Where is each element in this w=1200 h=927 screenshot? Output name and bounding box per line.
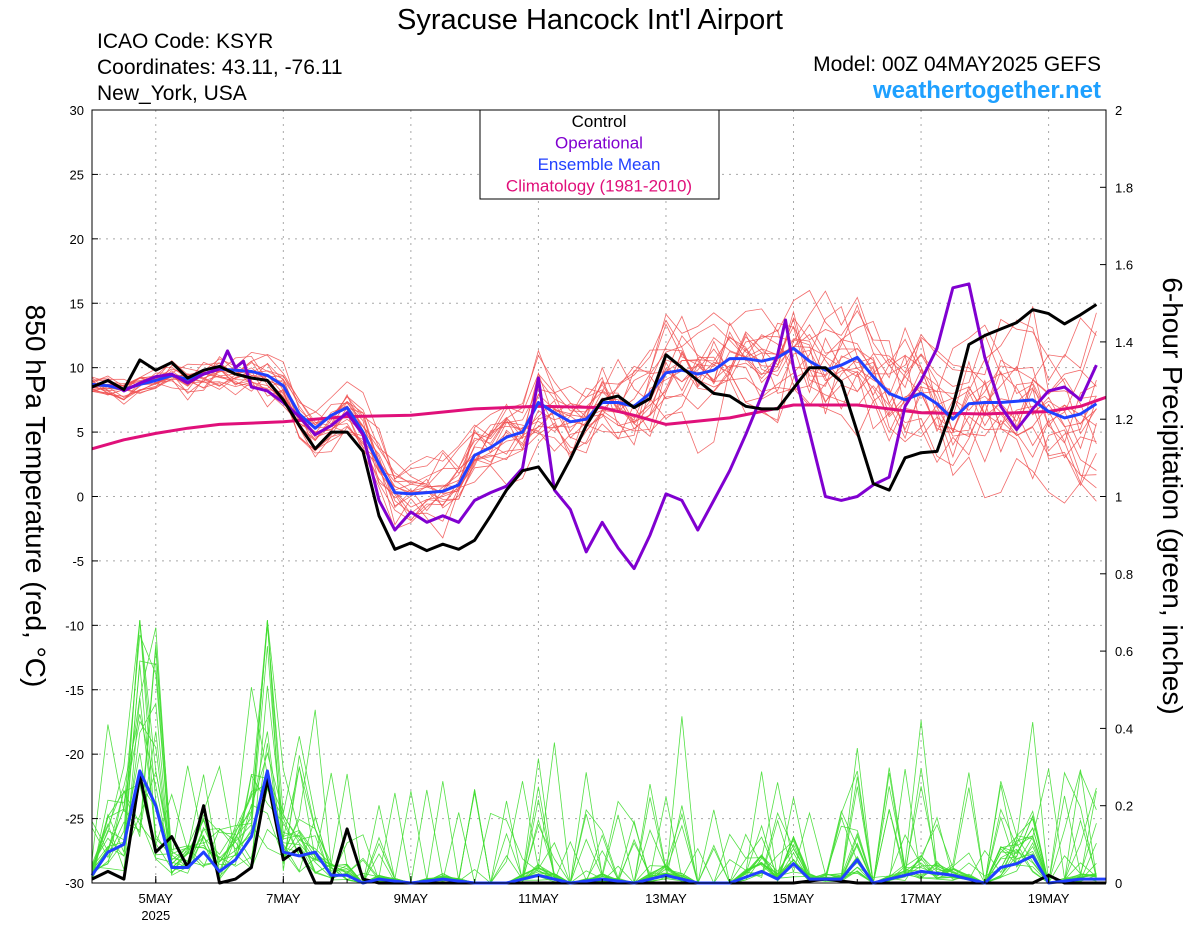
y2-axis-label: 6-hour Precipitation (green, inches) <box>1157 277 1188 714</box>
legend-entry: Control <box>572 112 627 131</box>
x-tick-label: 11MAY <box>518 891 559 906</box>
x-tick-label: 13MAY <box>645 891 687 906</box>
temperature-member-line <box>91 312 1097 512</box>
y-axis-label: 850 hPa Temperature (red, °C) <box>20 305 51 688</box>
x-tick-label: 15MAY <box>773 891 815 906</box>
y2-tick-label: 1.6 <box>1115 258 1133 273</box>
y2-tick-label: 0.8 <box>1115 567 1133 582</box>
y2-tick-label: 2 <box>1115 103 1122 118</box>
y-tick-label: 15 <box>70 296 84 311</box>
control-temp-line <box>91 303 1098 553</box>
location: New_York, USA <box>97 82 247 105</box>
legend: Control Operational Ensemble Mean Climatolo… <box>479 109 720 200</box>
y-tick-label: 20 <box>70 232 84 247</box>
legend-entry: Operational <box>555 134 643 153</box>
x-tick-label: 19MAY <box>1028 891 1070 906</box>
y-tick-label: -5 <box>72 554 84 569</box>
climatology-1981-2010-temp-line <box>91 395 1107 451</box>
y-tick-label: -10 <box>65 618 84 633</box>
x-tick-label: 5MAY <box>139 891 174 906</box>
x-axis-ticks: 5MAY 2025 7MAY 9MAY 11MAY 13MAY 15MAY 17MAY 19MA… <box>91 876 1070 923</box>
icao-code: ICAO Code: KSYR <box>97 30 273 53</box>
temperature-member-line <box>91 322 1097 521</box>
temperature-member-line <box>91 349 1097 507</box>
y2-tick-label: 1.8 <box>1115 180 1133 195</box>
y-tick-label: 25 <box>70 167 84 182</box>
y2-tick-label: 0.6 <box>1115 644 1133 659</box>
x-tick-label: 9MAY <box>394 891 429 906</box>
y-tick-label: -20 <box>65 747 84 762</box>
y2-tick-label: 0 <box>1115 876 1122 891</box>
y-tick-label: -30 <box>65 876 84 891</box>
left-axis-ticks: 30 25 20 15 10 5 0 -5 -10 -15 -20 -25 -30 <box>65 103 98 891</box>
chart-title: Syracuse Hancock Int'l Airport <box>397 4 783 36</box>
precip-member-line <box>91 620 1097 884</box>
y2-tick-label: 1.2 <box>1115 412 1133 427</box>
temperature-member-line <box>91 303 1097 508</box>
model-run: Model: 00Z 04MAY2025 GEFS <box>813 53 1101 76</box>
right-axis-ticks: 2 1.8 1.6 1.4 1.2 1 0.8 0.6 0.4 0.2 0 <box>1100 103 1133 891</box>
y2-tick-label: 1.4 <box>1115 335 1133 350</box>
y-tick-label: 5 <box>77 425 84 440</box>
legend-box <box>479 109 720 200</box>
y-tick-label: 10 <box>70 361 84 376</box>
temperature-member-line <box>91 305 1097 485</box>
y-tick-label: -25 <box>65 812 84 827</box>
y-tick-label: 0 <box>77 490 84 505</box>
y2-tick-label: 0.4 <box>1115 721 1133 736</box>
precip-member-line <box>91 664 1097 884</box>
precip-member-line <box>91 752 1097 884</box>
y-tick-label: 30 <box>70 103 84 118</box>
temperature-member-line <box>91 289 1097 480</box>
x-tick-label: 7MAY <box>266 891 301 906</box>
y2-tick-label: 1 <box>1115 490 1122 505</box>
legend-entry: Ensemble Mean <box>538 155 661 174</box>
coordinates: Coordinates: 43.11, -76.11 <box>97 56 343 79</box>
x-tick-year: 2025 <box>141 908 170 923</box>
operational-temp-line <box>91 282 1098 571</box>
temperature-member-line <box>91 356 1097 509</box>
x-tick-label: 17MAY <box>900 891 942 906</box>
temperature-member-line <box>91 323 1097 539</box>
temperature-member-line <box>91 290 1097 504</box>
site-brand: weathertogether.net <box>872 77 1101 104</box>
y2-tick-label: 0.2 <box>1115 799 1133 814</box>
legend-entry: Climatology (1981-2010) <box>506 177 692 196</box>
y-tick-label: -15 <box>65 683 84 698</box>
